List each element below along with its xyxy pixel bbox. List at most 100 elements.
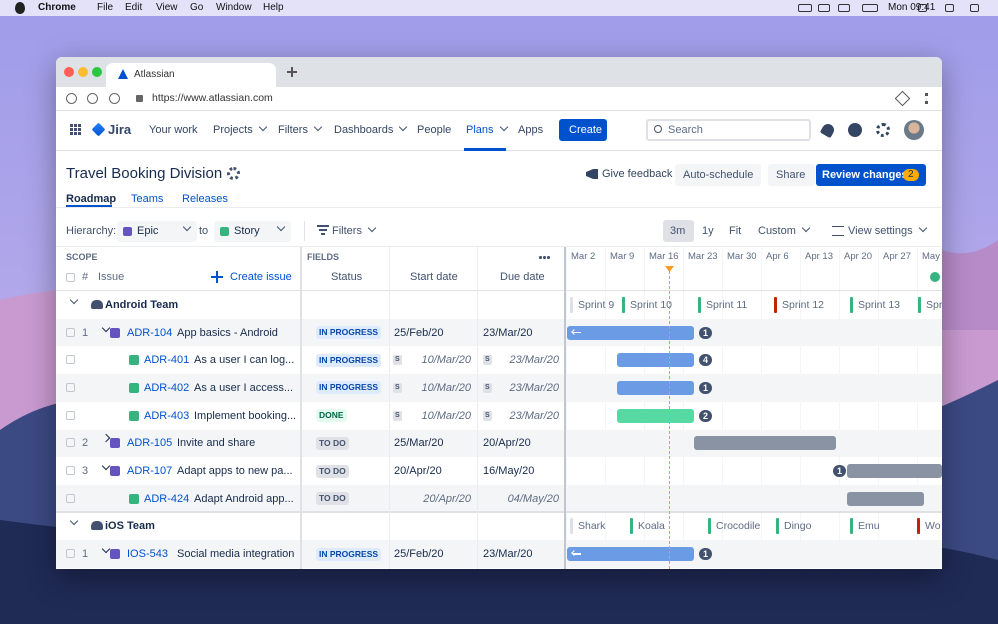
share-button[interactable]: Share: [768, 164, 815, 186]
app-switcher-dot[interactable]: [78, 128, 81, 131]
row-toggle[interactable]: [96, 461, 111, 475]
issue-key[interactable]: ADR-104: [127, 326, 173, 339]
search-box[interactable]: Search: [646, 119, 811, 141]
zoom-option[interactable]: 1y: [702, 225, 714, 237]
browser-button[interactable]: [109, 93, 120, 104]
timeline-bar[interactable]: [617, 353, 694, 368]
window-control[interactable]: [92, 67, 102, 77]
timeline-bar[interactable]: [567, 325, 694, 340]
more-dot[interactable]: [543, 256, 546, 259]
zoom-option[interactable]: Fit: [729, 225, 742, 237]
team-toggle[interactable]: [64, 517, 79, 530]
issue-row[interactable]: [56, 318, 942, 347]
browser-button[interactable]: [87, 93, 98, 104]
menu-item[interactable]: View: [156, 2, 178, 13]
header-checkbox[interactable]: [66, 273, 75, 282]
menu-item[interactable]: Go: [190, 2, 204, 13]
url[interactable]: https://www.atlassian.com: [152, 92, 273, 104]
browser-button[interactable]: [66, 93, 77, 104]
issue-key[interactable]: ADR-105: [127, 437, 173, 450]
row-toggle[interactable]: [96, 544, 111, 558]
plan-tab[interactable]: Roadmap: [66, 193, 117, 205]
timeline-bar[interactable]: [847, 491, 924, 506]
app-switcher-dot[interactable]: [74, 124, 77, 127]
app-switcher-dot[interactable]: [74, 128, 77, 131]
issue-key[interactable]: IOS-543: [127, 548, 168, 561]
review-changes-button[interactable]: Review changes 2: [816, 164, 926, 186]
hierarchy-from-select[interactable]: Epic: [117, 221, 197, 242]
dependency-count[interactable]: 1: [699, 548, 713, 561]
nav-item[interactable]: Apps: [518, 124, 544, 136]
team-toggle[interactable]: [64, 295, 79, 309]
app-switcher-dot[interactable]: [74, 132, 77, 135]
issue-row[interactable]: [56, 540, 942, 568]
app-switcher-dot[interactable]: [70, 132, 73, 135]
row-checkbox[interactable]: [66, 327, 75, 337]
dependency-count[interactable]: 2: [699, 409, 713, 422]
hierarchy-to-select[interactable]: Story: [214, 221, 291, 242]
row-toggle[interactable]: [96, 323, 111, 337]
plan-tab[interactable]: Teams: [131, 193, 164, 205]
nav-item[interactable]: People: [417, 124, 452, 136]
issue-key[interactable]: ADR-402: [144, 381, 190, 394]
nav-item[interactable]: Filters: [278, 122, 323, 138]
app-switcher-dot[interactable]: [78, 132, 81, 135]
dependency-count[interactable]: 1: [699, 381, 713, 394]
issue-key[interactable]: ADR-401: [144, 354, 190, 367]
menu-item[interactable]: Edit: [125, 2, 143, 13]
timeline-bar[interactable]: [617, 408, 694, 423]
issue-row[interactable]: [56, 484, 942, 513]
avatar[interactable]: [904, 120, 924, 140]
dependency-count[interactable]: 4: [699, 354, 713, 367]
browser-menu[interactable]: [925, 93, 928, 104]
dependency-count[interactable]: 1: [699, 326, 713, 339]
app-switcher-dot[interactable]: [70, 128, 73, 131]
help[interactable]: [848, 123, 862, 137]
menu-item[interactable]: File: [97, 2, 114, 13]
window-control[interactable]: [78, 67, 88, 77]
nav-item[interactable]: Plans: [466, 122, 508, 138]
row-toggle[interactable]: [96, 434, 111, 447]
issue-key[interactable]: ADR-403: [144, 409, 190, 422]
app-switcher-dot[interactable]: [70, 124, 73, 127]
row-checkbox[interactable]: [66, 493, 75, 503]
row-checkbox[interactable]: [66, 466, 75, 476]
nav-item[interactable]: Projects: [213, 122, 267, 138]
create-plus[interactable]: [216, 271, 218, 283]
zoom-option[interactable]: Custom: [758, 223, 811, 239]
create-issue-button[interactable]: Create issue: [230, 271, 292, 283]
timeline-bar[interactable]: [847, 464, 942, 479]
app-switcher-dot[interactable]: [78, 124, 81, 127]
nav-item[interactable]: Dashboards: [334, 122, 408, 138]
row-checkbox[interactable]: [66, 382, 75, 392]
tab[interactable]: Atlassian: [106, 63, 276, 87]
window-control[interactable]: [64, 67, 74, 77]
feedback-link[interactable]: Give feedback: [602, 168, 673, 180]
plan-tab[interactable]: Releases: [182, 193, 228, 205]
row-checkbox[interactable]: [66, 410, 75, 420]
row-checkbox[interactable]: [66, 549, 75, 559]
zoom-option[interactable]: 3m: [670, 225, 686, 237]
create-button[interactable]: Create: [559, 119, 607, 141]
nav-item[interactable]: Your work: [149, 124, 198, 136]
more-dot[interactable]: [539, 256, 542, 259]
more-dot[interactable]: [547, 256, 550, 259]
issue-key[interactable]: ADR-424: [144, 492, 190, 505]
filters-button[interactable]: Filters: [332, 223, 377, 239]
plan-settings[interactable]: [227, 167, 240, 180]
settings[interactable]: [876, 123, 890, 137]
timeline-bar[interactable]: [694, 436, 836, 451]
issue-row[interactable]: [56, 374, 942, 402]
row-checkbox[interactable]: [66, 438, 75, 448]
menu-item[interactable]: Help: [263, 2, 284, 13]
menu-item[interactable]: Window: [216, 2, 252, 13]
timeline-bar[interactable]: [617, 380, 694, 395]
new-tab[interactable]: [291, 67, 293, 77]
view-settings-button[interactable]: View settings: [848, 223, 927, 239]
issue-key[interactable]: ADR-107: [127, 465, 173, 478]
row-checkbox[interactable]: [66, 355, 75, 365]
auto-schedule-button[interactable]: Auto-schedule: [675, 164, 761, 186]
dependency-count[interactable]: 1: [833, 465, 847, 478]
product-name[interactable]: Jira: [108, 122, 132, 137]
timeline-bar[interactable]: [567, 547, 694, 562]
